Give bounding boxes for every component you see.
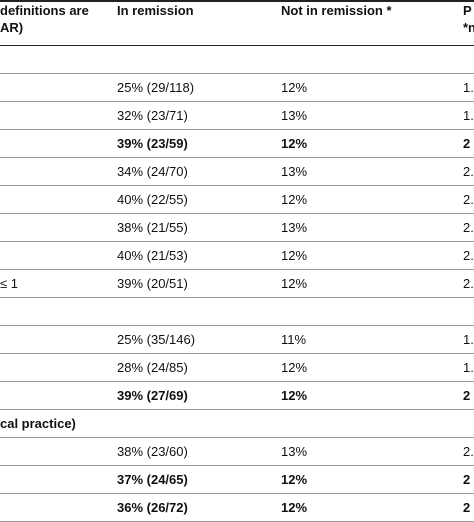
p-cell: 2.	[463, 248, 474, 263]
not-remission-cell: 12%	[281, 388, 308, 403]
header-bottom-rule	[0, 45, 474, 46]
remission-cell: 39% (20/51)	[117, 276, 188, 291]
remission-cell: 28% (24/85)	[117, 360, 188, 375]
row-label: ≤ 1	[0, 276, 18, 291]
table-row: cal practice)	[0, 410, 474, 438]
not-remission-cell: 12%	[281, 500, 308, 515]
not-remission-cell: 13%	[281, 444, 308, 459]
p-cell: 2.	[463, 276, 474, 291]
p-cell: 1.	[463, 108, 474, 123]
table-row: 39% (27/69) 12% 2	[0, 382, 474, 410]
not-remission-cell: 12%	[281, 192, 308, 207]
remission-cell: 38% (23/60)	[117, 444, 188, 459]
header-criteria-line2: AR)	[0, 20, 24, 35]
not-remission-cell: 12%	[281, 248, 308, 263]
p-cell: 1.	[463, 80, 474, 95]
p-cell: 2.	[463, 192, 474, 207]
table-row	[0, 298, 474, 326]
p-cell: 2	[463, 500, 471, 515]
table-row: 28% (24/85) 12% 1.	[0, 354, 474, 382]
p-cell: 2.	[463, 220, 474, 235]
table-row: 25% (29/118) 12% 1.	[0, 74, 474, 102]
table-row: 34% (24/70) 13% 2.	[0, 158, 474, 186]
remission-cell: 36% (26/72)	[117, 500, 188, 515]
p-cell: 2	[463, 388, 471, 403]
table-row: 39% (23/59) 12% 2	[0, 130, 474, 158]
header-in-remission: In remission	[117, 3, 194, 18]
not-remission-cell: 12%	[281, 472, 308, 487]
remission-cell: 25% (29/118)	[117, 80, 195, 95]
header-p-line1: P	[463, 3, 472, 18]
table-row: 38% (21/55) 13% 2.	[0, 214, 474, 242]
not-remission-cell: 13%	[281, 220, 308, 235]
table-row: 37% (24/65) 12% 2	[0, 466, 474, 494]
table-row: 40% (21/53) 12% 2.	[0, 242, 474, 270]
p-cell: 2	[463, 136, 471, 151]
remission-cell: 40% (21/53)	[117, 248, 188, 263]
not-remission-cell: 11%	[281, 332, 307, 347]
remission-cell: 32% (23/71)	[117, 108, 188, 123]
p-cell: 2.	[463, 164, 474, 179]
p-cell: 2	[463, 472, 471, 487]
p-cell: 1.	[463, 332, 474, 347]
remission-cell: 40% (22/55)	[117, 192, 188, 207]
table-row: 38% (23/60) 13% 2.	[0, 438, 474, 466]
not-remission-cell: 13%	[281, 108, 308, 123]
not-remission-cell: 12%	[281, 276, 308, 291]
not-remission-cell: 12%	[281, 136, 308, 151]
not-remission-cell: 12%	[281, 80, 308, 95]
header-p-line2: *n	[463, 20, 474, 35]
remission-cell: 38% (21/55)	[117, 220, 188, 235]
table-row	[0, 46, 474, 74]
table-row: 25% (35/146) 11% 1.	[0, 326, 474, 354]
not-remission-cell: 12%	[281, 360, 308, 375]
remission-cell: 39% (27/69)	[117, 388, 188, 403]
remission-cell: 37% (24/65)	[117, 472, 188, 487]
p-cell: 1.	[463, 360, 474, 375]
row-label: cal practice)	[0, 416, 76, 431]
not-remission-cell: 13%	[281, 164, 308, 179]
p-cell: 2.	[463, 444, 474, 459]
table-row: 32% (23/71) 13% 1.	[0, 102, 474, 130]
header-not-in-remission: Not in remission *	[281, 3, 392, 18]
header-criteria-line1: definitions are	[0, 3, 89, 18]
table-row: ≤ 1 39% (20/51) 12% 2.	[0, 270, 474, 298]
remission-cell: 39% (23/59)	[117, 136, 188, 151]
remission-cell: 34% (24/70)	[117, 164, 188, 179]
table-row: 40% (22/55) 12% 2.	[0, 186, 474, 214]
header-top-rule	[0, 0, 474, 2]
table-row: 36% (26/72) 12% 2	[0, 494, 474, 522]
remission-cell: 25% (35/146)	[117, 332, 196, 347]
